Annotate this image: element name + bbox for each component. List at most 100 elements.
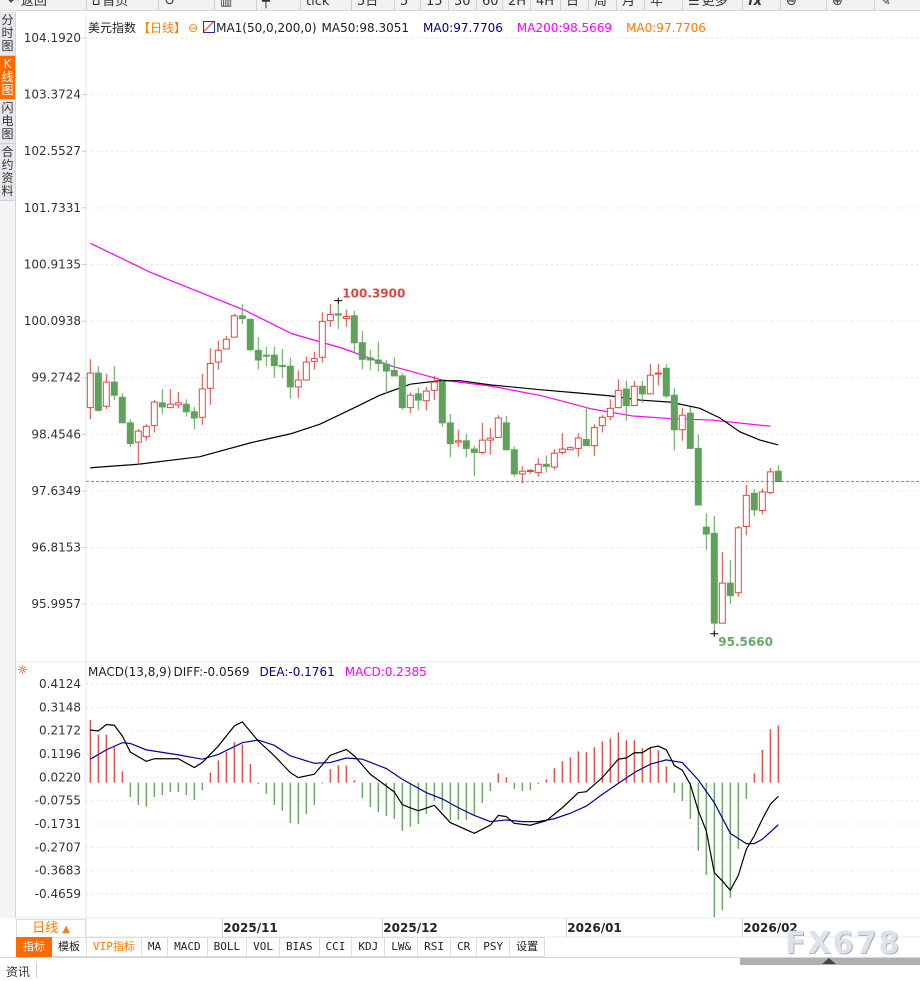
candle-body (582, 438, 590, 447)
toolbar-item-label: 5日 (357, 0, 379, 9)
indicator-tab-[interactable]: 指标 (16, 937, 52, 957)
macd-tick-label: -0.0755 (35, 794, 81, 808)
macd-tick-label: -0.1731 (35, 817, 81, 831)
toolbar-item-日[interactable]: 日 (566, 0, 579, 10)
menu-icon: ☰ (688, 0, 700, 9)
candle-body (358, 342, 366, 360)
toolbar-item-4H[interactable]: 4H (536, 0, 554, 10)
candle-body (670, 394, 678, 431)
candle-body (414, 393, 422, 401)
candle (198, 373, 206, 425)
indicator-tab-cci[interactable]: CCI (319, 937, 353, 957)
indicator-tab-rsi[interactable]: RSI (418, 937, 451, 957)
divider (0, 957, 920, 958)
toolbar-item-pen[interactable]: ✎ (880, 0, 893, 10)
macd-value: MACD:0.2385 (344, 665, 427, 679)
indicator-tab-vip[interactable]: VIP指标 (87, 937, 142, 957)
collapse-icon[interactable]: ⊖ (188, 21, 199, 35)
toolbar-item-更多[interactable]: ☰ 更多 (688, 0, 728, 10)
candle (326, 304, 334, 327)
candle-body (206, 362, 214, 389)
tab-news[interactable]: 资讯 (0, 963, 37, 979)
toolbar-item-zoom-in[interactable]: ⊕ (832, 0, 845, 10)
candle-body (598, 416, 606, 427)
price-tick-label: 100.9135 (24, 257, 81, 271)
toolbar-item-5[interactable]: 5 (400, 0, 408, 10)
collapse-arrow-icon[interactable] (822, 958, 836, 964)
candle-body (382, 363, 390, 372)
toolbar-item-月[interactable]: 月 (622, 0, 635, 10)
candle-body (430, 381, 438, 391)
candle-body (686, 412, 694, 449)
candle (230, 313, 238, 338)
toolbar-item-15[interactable]: 15 (426, 0, 443, 10)
candle-body (334, 313, 342, 316)
toolbar-item-candlestick[interactable]: ┿ (262, 0, 272, 10)
candle-body (126, 422, 134, 445)
macd-settings-icon[interactable]: ☼ (17, 663, 28, 677)
indicator-tab-cr[interactable]: CR (451, 937, 478, 957)
candle (662, 364, 670, 398)
toolbar-item-5日[interactable]: 5日 (357, 0, 378, 10)
indicator-tab-vol[interactable]: VOL (247, 937, 280, 957)
indicator-tab-[interactable]: 模板 (52, 937, 87, 957)
candle-body (158, 402, 166, 408)
indicator-tab-kdj[interactable]: KDJ (352, 937, 386, 957)
toolbar-item-tick[interactable]: tick (306, 0, 329, 10)
indicator-tab-macd[interactable]: MACD (168, 937, 208, 957)
panel-scrollbar[interactable] (740, 958, 920, 965)
sidebar-item-3[interactable]: 合约资料 (0, 144, 15, 201)
toolbar-item-label: 周 (594, 0, 608, 9)
toolbar-item-60[interactable]: 60 (482, 0, 499, 10)
candle-body (678, 414, 686, 431)
candle (542, 455, 550, 473)
candle (638, 380, 646, 403)
sidebar-item-1[interactable]: K线图 (0, 56, 15, 100)
candle (462, 433, 470, 458)
candle-body (190, 411, 198, 419)
candle (470, 445, 478, 477)
macd-tick-label: 0.1196 (39, 747, 81, 761)
indicator-tab-bias[interactable]: BIAS (280, 937, 320, 957)
toolbar-item-refresh[interactable]: ↻ (164, 0, 177, 10)
symbol-name: 美元指数 (88, 21, 137, 35)
sidebar-item-2[interactable]: 闪电图 (0, 100, 15, 144)
candle (710, 516, 718, 634)
extreme-marker (334, 297, 343, 304)
sidebar-item-0[interactable]: 分时图 (0, 12, 15, 56)
toolbar-item-label: 首页 (102, 0, 129, 9)
toolbar-item-首页[interactable]: ⌂ 首页 (92, 0, 128, 10)
period-selector[interactable]: 日线 ▲ (16, 919, 86, 939)
toolbar-item-fx[interactable]: fx (748, 0, 762, 10)
toolbar-item-label: 更多 (701, 0, 728, 9)
toolbar-item-zoom-out[interactable]: ⊖ (786, 0, 799, 10)
candle-body (502, 422, 510, 451)
diff-line (90, 721, 779, 892)
toolbar-item-bar-chart[interactable]: ▥ (220, 0, 234, 10)
indicator-tab-boll[interactable]: BOLL (207, 937, 248, 957)
toolbar-separator (394, 0, 395, 10)
indicator-tab-psy[interactable]: PSY (477, 937, 511, 957)
ma-settings-icon[interactable] (203, 21, 216, 33)
toolbar-item-年[interactable]: 年 (650, 0, 663, 10)
indicator-tab-[interactable]: 设置 (510, 937, 546, 957)
ma50-line (90, 380, 779, 469)
candle-body (302, 361, 310, 381)
toolbar-item-2H[interactable]: 2H (508, 0, 526, 10)
date-tick-label: 2026/01 (567, 921, 621, 935)
toolbar-item-30[interactable]: 30 (454, 0, 471, 10)
candle-body (718, 582, 726, 624)
indicator-tab-ma[interactable]: MA (141, 937, 169, 957)
indicator-tab-lw[interactable]: LW& (385, 937, 419, 957)
toolbar-item-返回[interactable]: ↶ 返回 (8, 0, 47, 10)
toolbar-item-label: 月 (622, 0, 636, 9)
candle (238, 304, 246, 325)
toolbar-separator (588, 0, 589, 10)
candle-body (310, 358, 318, 362)
price-tick-label: 102.5527 (24, 144, 81, 158)
toolbar-item-周[interactable]: 周 (594, 0, 607, 10)
candle-body (278, 365, 286, 368)
candle (334, 300, 342, 329)
macd-tick-label: -0.2707 (35, 840, 81, 854)
